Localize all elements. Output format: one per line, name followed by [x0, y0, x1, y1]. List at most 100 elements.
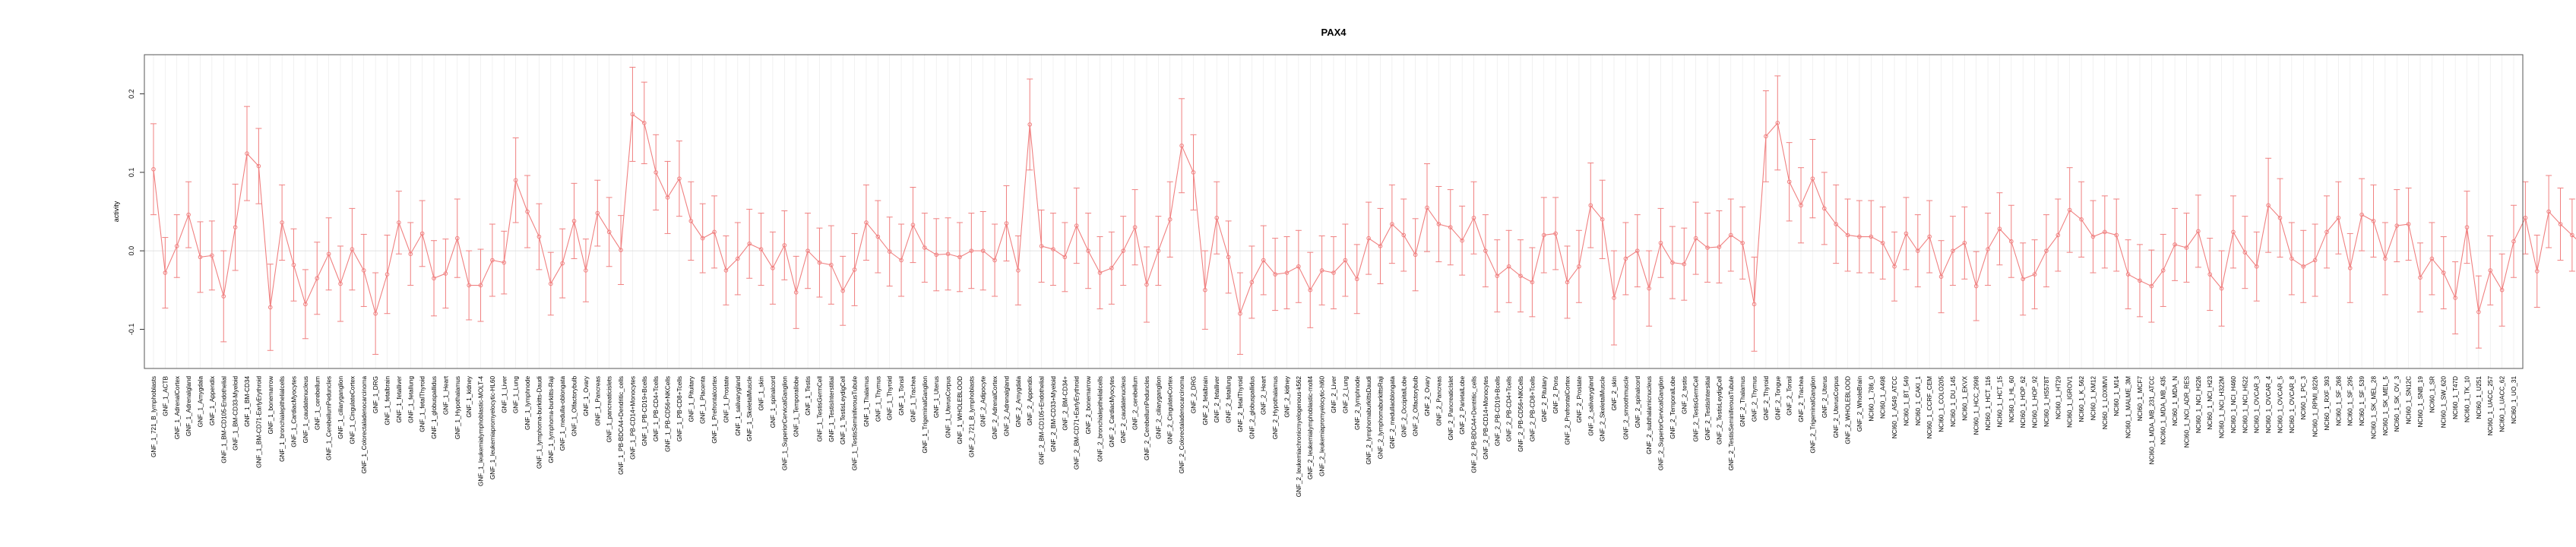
- data-point: [1740, 241, 1745, 245]
- x-tick-label: NCI60_1_SK_MEL_5: [2382, 376, 2389, 436]
- data-point: [1051, 247, 1055, 251]
- data-point: [2290, 256, 2294, 261]
- data-point: [467, 283, 471, 288]
- x-tick-label: GNF_2_testis: [1681, 376, 1688, 414]
- x-tick-label: NCI60_1_U251: [2476, 376, 2483, 419]
- data-point: [1296, 264, 1301, 269]
- data-point: [2523, 215, 2528, 220]
- data-point: [2079, 217, 2084, 222]
- data-point: [1319, 268, 1324, 273]
- x-tick-label: NCI60_1_M14: [2113, 376, 2120, 416]
- data-point: [1880, 241, 1885, 245]
- data-point: [478, 283, 483, 288]
- x-tick-label: GNF_1_BM-CD34: [244, 376, 251, 427]
- data-point: [665, 195, 670, 200]
- x-tick-label: GNF_2_leukemiapromyelocytic-hl60: [1319, 376, 1326, 476]
- x-tick-label: GNF_2_WHOLEBLOOD: [1845, 376, 1852, 444]
- x-tick-label: GNF_2_cerebellum: [1132, 376, 1139, 430]
- data-point: [771, 266, 775, 270]
- x-tick-label: GNF_2_Prostate: [1576, 376, 1583, 423]
- data-point: [419, 231, 425, 236]
- data-point: [1973, 283, 1979, 289]
- x-tick-label: GNF_2_Uterus: [1821, 376, 1828, 418]
- data-point: [1308, 287, 1313, 292]
- x-tick-label: GNF_1_TestisSeminiferousTubule: [852, 376, 859, 471]
- data-point: [1951, 248, 1955, 253]
- data-point: [2125, 272, 2131, 277]
- data-point: [1518, 274, 1523, 278]
- x-tick-label: GNF_1_Thalamus: [863, 376, 870, 427]
- x-tick-label: NCI60_1_SF_295: [2347, 376, 2354, 426]
- x-tick-label: GNF_1_BM-CD33-Myeloid: [233, 376, 239, 451]
- x-tick-label: NCI60_1_SK_OV_3: [2394, 376, 2400, 432]
- x-tick-label: GNF_2_Ovary: [1424, 375, 1431, 416]
- data-point: [1039, 244, 1044, 248]
- data-point: [315, 276, 320, 281]
- data-point: [2067, 207, 2072, 213]
- data-point: [584, 268, 588, 273]
- x-tick-label: GNF_1_bonemarrow: [267, 376, 274, 435]
- x-tick-label: NCI60_1_SF_268: [2335, 376, 2342, 426]
- data-point: [852, 267, 857, 272]
- data-point: [2301, 264, 2306, 269]
- data-point: [1752, 302, 1757, 307]
- x-tick-label: NCI60_1_K_562: [2078, 376, 2085, 422]
- data-point: [1214, 215, 1220, 220]
- x-tick-label: NCI60_1_UACC_62: [2499, 376, 2506, 432]
- x-tick-label: GNF_1_TestisLeydigCell: [840, 376, 847, 444]
- data-point: [1203, 287, 1207, 292]
- data-point: [1495, 274, 1500, 278]
- data-point: [1074, 223, 1079, 228]
- data-point: [782, 243, 787, 248]
- x-tick-label: GNF_2_721_B_lymphoblasts: [968, 376, 975, 457]
- x-tick-label: GNF_2_skin: [1611, 376, 1618, 411]
- x-tick-label: NCI60_1_OVCAR_3: [2254, 376, 2261, 434]
- data-point: [198, 255, 203, 260]
- data-point: [291, 262, 296, 267]
- data-point: [525, 209, 530, 214]
- x-tick-label: NCI60_1_BT_549: [1903, 376, 1910, 426]
- x-tick-label: GNF_1_caudatenucleus: [302, 376, 309, 443]
- data-point: [1869, 234, 1874, 239]
- x-tick-label: GNF_1_PB-CD4+Tcells: [653, 376, 660, 441]
- x-tick-label: GNF_1_Heart: [442, 375, 449, 415]
- data-point: [1834, 222, 1838, 226]
- data-point: [2453, 296, 2457, 300]
- data-point: [454, 236, 460, 241]
- x-tick-label: NCI60_1_PC_3: [2300, 376, 2307, 420]
- x-tick-label: GNF_2_bonemarrow: [1085, 376, 1092, 435]
- data-point: [502, 260, 507, 265]
- x-tick-label: GNF_2_SuperiorCervicalGanglion: [1658, 376, 1665, 471]
- x-tick-label: NCI60_1_NCI_H322M: [2219, 376, 2226, 438]
- x-tick-label: NCI60_1_UACC_257: [2487, 376, 2494, 436]
- x-tick-label: NCI60_1_IGROV1: [2067, 376, 2074, 428]
- x-tick-label: GNF_1_CardiacMyocytes: [291, 376, 298, 447]
- x-tick-label: NCI60_1_RXF_393: [2324, 376, 2331, 431]
- y-axis: -0.1 0.0 0.1 0.2: [128, 89, 145, 335]
- x-tick-label: NCI60_1_COLO205: [1938, 376, 1945, 432]
- x-tick-label: GNF_1_PB-CD8+Tcells: [676, 376, 683, 441]
- x-tick-label: GNF_1_spinalcord: [770, 376, 777, 428]
- data-point: [1390, 222, 1394, 226]
- data-point: [736, 256, 740, 261]
- x-tick-label: GNF_2_salivarygland: [1587, 376, 1594, 436]
- x-tick-label: GNF_2_TestisGermCell: [1693, 376, 1700, 442]
- x-tick-label: GNF_2_BM-CD105+Endothelial: [1039, 376, 1046, 465]
- data-point: [1612, 296, 1616, 300]
- data-point: [992, 258, 997, 263]
- x-tick-label: GNF_1_Hypothalamus: [454, 376, 461, 439]
- data-point: [606, 229, 612, 235]
- x-tick-label: GNF_1_Temporallobe: [793, 376, 800, 438]
- x-tick-label: GNF_1_SkeletalMuscle: [746, 376, 753, 441]
- data-point: [1273, 272, 1277, 277]
- x-tick-label: GNF_1_Uterus: [933, 376, 940, 418]
- x-tick-label: NCI60_1_OVCAR_8: [2289, 376, 2296, 434]
- x-tick-label: NCI60_1_HOP_62: [2020, 376, 2027, 428]
- data-point: [2406, 222, 2411, 226]
- x-tick-label: NCI60_1_LOXIMVI: [2102, 376, 2109, 429]
- x-tick-label: GNF_1_lymphnode: [524, 376, 531, 430]
- data-point: [2336, 215, 2341, 220]
- data-point: [1635, 248, 1640, 253]
- data-point: [899, 258, 903, 263]
- x-tick-label: GNF_2_Colorectaladenocarcinoma: [1179, 376, 1185, 474]
